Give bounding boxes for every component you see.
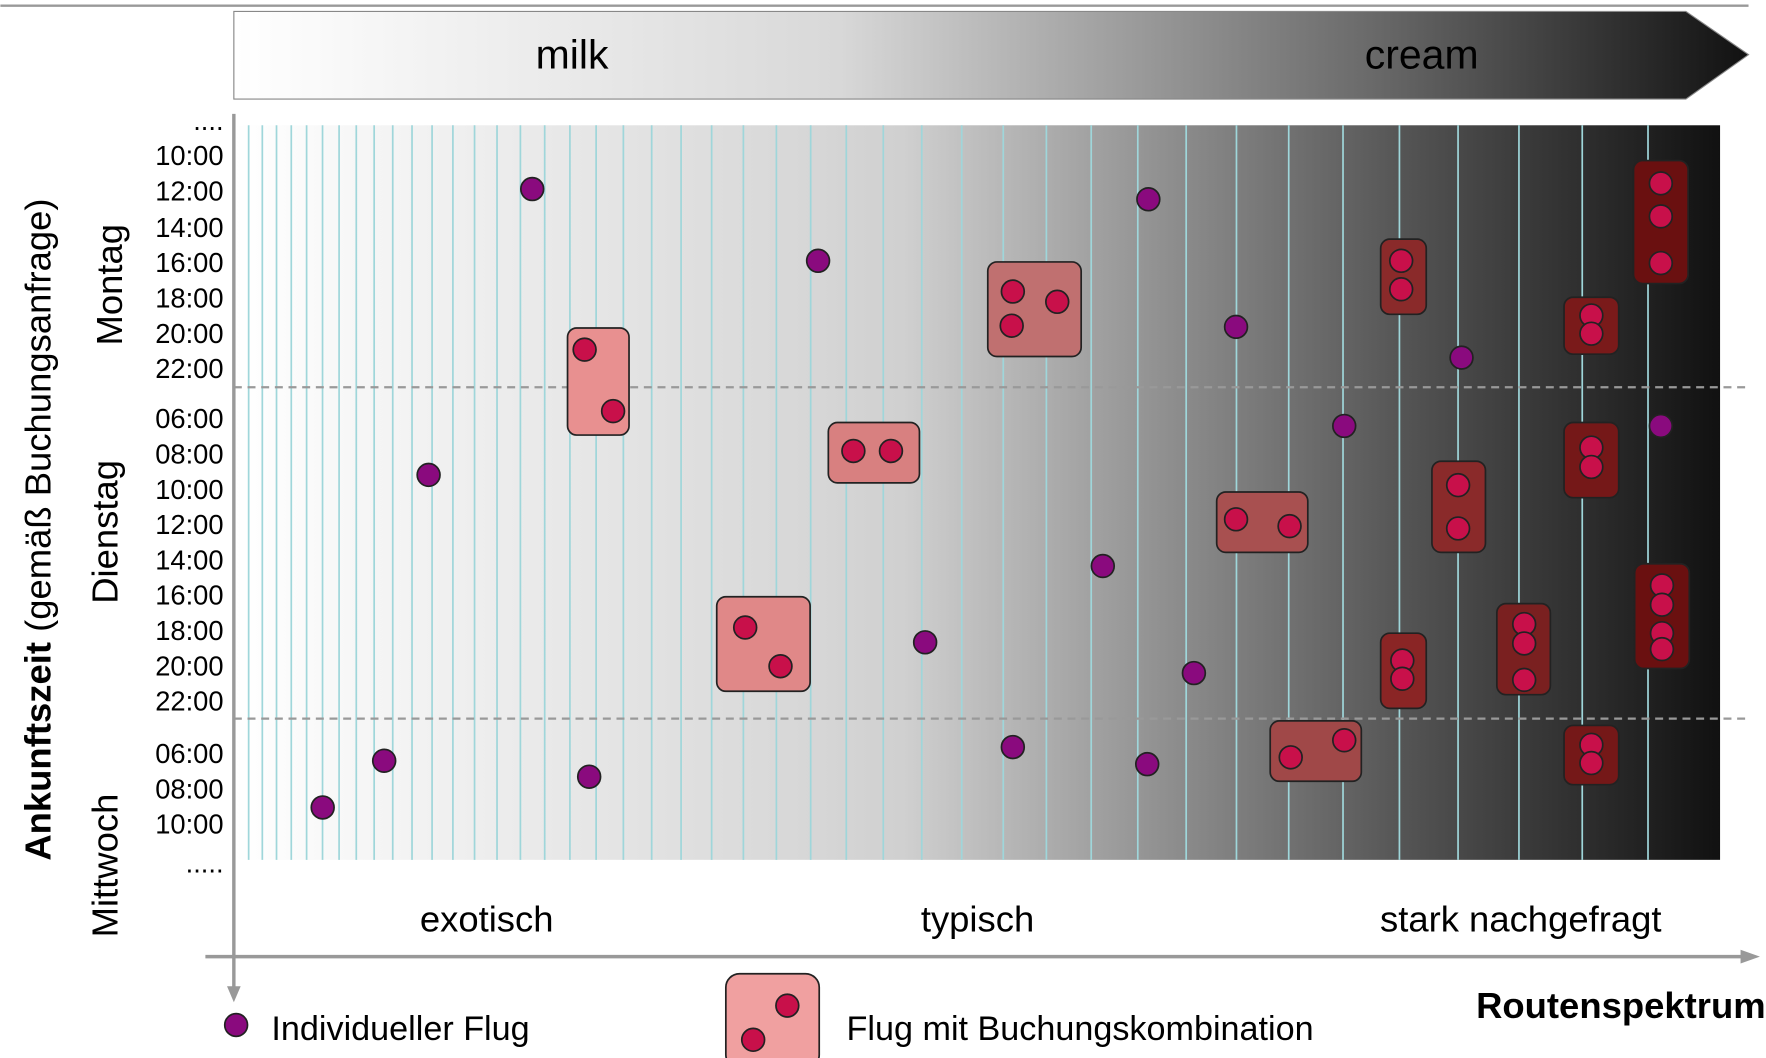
legend-individual: Individueller Flug [271, 1010, 529, 1048]
combination-flight [732, 615, 758, 640]
combination-flight [1278, 745, 1303, 770]
legend-box [724, 972, 821, 1058]
individual-flight [310, 795, 335, 820]
combination-flight [1445, 516, 1471, 541]
time-label: 06:00 [155, 403, 223, 434]
individual-flight [519, 176, 545, 202]
x-category: typisch [921, 899, 1034, 940]
individual-flight [1134, 751, 1160, 777]
combination-flight [1649, 592, 1675, 617]
individual-flight [1648, 413, 1674, 439]
combination-flight [1648, 171, 1674, 196]
combination-flight [1045, 289, 1070, 315]
combination-flight [1648, 250, 1674, 276]
plot-background [233, 125, 1721, 860]
combination-flight [1445, 472, 1471, 498]
combination-box [1431, 460, 1487, 554]
time-label: 08:00 [155, 773, 223, 804]
combination-flight [572, 337, 597, 362]
y-axis-title: Ankunftszeit (gemäß Buchungsanfrage) [17, 198, 58, 860]
time-label: 20:00 [155, 318, 223, 349]
day-label: Mittwoch [85, 794, 126, 938]
header-arrow [233, 10, 1750, 100]
time-label: 22:00 [155, 353, 223, 384]
individual-flight [371, 748, 397, 774]
x-axis-title: Routenspektrum [1476, 985, 1766, 1026]
individual-flight [1223, 314, 1249, 340]
combination-flight [1277, 513, 1302, 539]
time-label: 12:00 [155, 509, 223, 540]
y-title-bold: Ankunftszeit [17, 642, 58, 861]
combination-flight [841, 438, 866, 464]
day-label: Dienstag [85, 460, 126, 604]
time-label: 10:00 [155, 474, 223, 505]
time-label: 10:00 [155, 140, 223, 171]
flights [310, 159, 1691, 820]
time-label: 16:00 [155, 247, 223, 278]
legend-box-dot [775, 993, 800, 1018]
y-title-rest: (gemäß Buchungsanfrage) [17, 198, 58, 631]
combination-box [715, 595, 811, 693]
time-label: 12:00 [155, 175, 223, 206]
individual-flight [576, 764, 602, 789]
combination-flight [1648, 204, 1674, 229]
combination-flight [1388, 277, 1414, 302]
combination-flight [1579, 750, 1604, 776]
combination-box [827, 421, 921, 484]
time-label: 18:00 [155, 615, 223, 646]
individual-flight [805, 248, 831, 274]
combination-flight [1390, 666, 1415, 692]
combination-flight [1649, 636, 1675, 662]
x-category: stark nachgefragt [1380, 899, 1662, 940]
time-label: 16:00 [155, 580, 223, 611]
combination-flight [878, 438, 904, 464]
individual-flight [1090, 553, 1116, 579]
time-label: 08:00 [155, 439, 223, 470]
combination-flight [1511, 631, 1537, 656]
header-left: milk [536, 31, 609, 77]
time-label: ..... [186, 847, 224, 878]
day-label: Montag [89, 224, 130, 346]
individual-flight [1000, 734, 1026, 760]
individual-flight [912, 630, 938, 655]
combination-flight [1579, 454, 1604, 480]
combination-flight [768, 653, 793, 679]
time-label: 06:00 [155, 738, 223, 769]
y-arrowhead [227, 986, 241, 1003]
time-label: .... [193, 105, 223, 136]
combination-box [986, 261, 1083, 358]
individual-flight [416, 462, 441, 488]
header-right: cream [1365, 31, 1479, 77]
legend-box-dot [740, 1027, 766, 1053]
legend-dot [223, 1012, 249, 1038]
x-category: exotisch [420, 899, 554, 940]
combination-flight [1388, 248, 1414, 274]
legend-combination: Flug mit Buchungskombination [847, 1010, 1314, 1048]
combination-flight [1223, 507, 1249, 532]
individual-flight [1331, 413, 1357, 439]
time-labels: .... 10:00 12:00 14:00 16:00 18:00 20:00 22:00 0… [155, 105, 223, 879]
x-arrowhead [1740, 949, 1760, 964]
individual-flight [1136, 187, 1161, 212]
combination-flight [1331, 728, 1357, 753]
time-label: 14:00 [155, 544, 223, 575]
combination-flight [999, 313, 1024, 338]
combination-flight [1000, 279, 1026, 304]
time-label: 22:00 [155, 686, 223, 717]
individual-flight [1181, 660, 1207, 686]
time-label: 14:00 [155, 212, 223, 243]
combination-flight [1579, 321, 1604, 346]
time-label: 10:00 [155, 809, 223, 840]
combination-flight [1511, 667, 1537, 693]
combination-flight [600, 398, 626, 424]
time-label: 20:00 [155, 650, 223, 681]
individual-flight [1449, 345, 1474, 370]
time-label: 18:00 [155, 282, 223, 313]
